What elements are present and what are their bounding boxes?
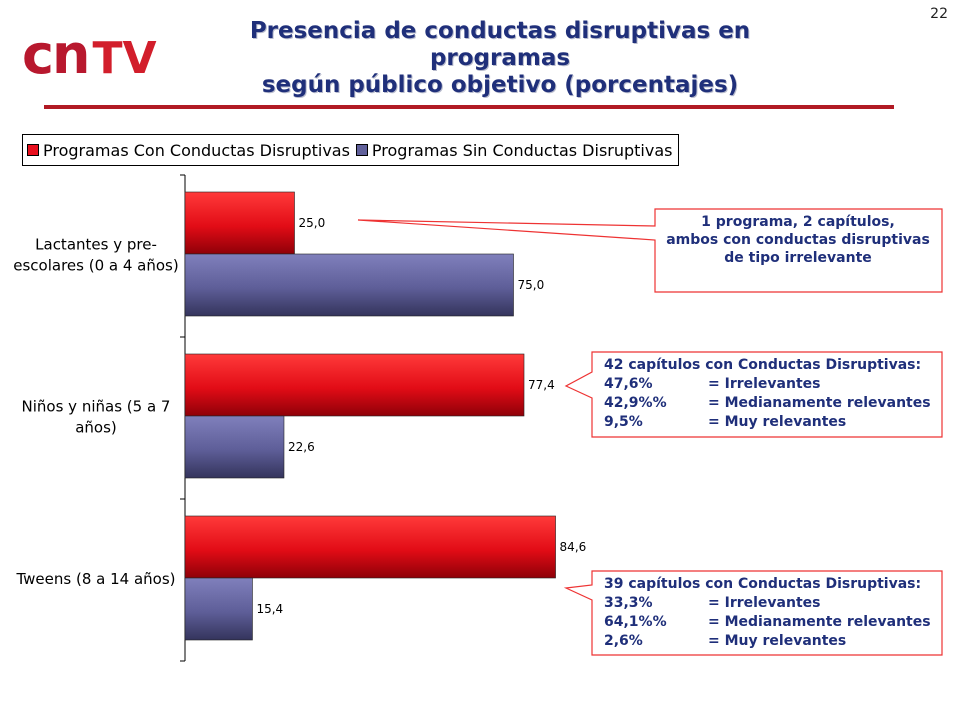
callout-2-pct: 47,6% bbox=[604, 376, 653, 392]
callout-2-heading: 42 capítulos con Conductas Disruptivas: bbox=[604, 357, 922, 373]
slide-number: 22 bbox=[930, 6, 948, 22]
callout-3-row: 64,1%% = Medianamente relevantes bbox=[604, 613, 942, 632]
callout-2-pct: 9,5% bbox=[604, 414, 643, 430]
legend-item-sin: Programas Sin Conductas Disruptivas bbox=[355, 140, 673, 160]
bar-sin bbox=[184, 253, 514, 317]
callout-1-line-1: 1 programa, 2 capítulos, bbox=[701, 214, 895, 230]
legend-item-con: Programas Con Conductas Disruptivas bbox=[27, 141, 350, 160]
bar-con bbox=[184, 353, 525, 417]
callout-2-row: 9,5% = Muy relevantes bbox=[604, 413, 942, 432]
callout-2-desc: = Muy relevantes bbox=[708, 414, 847, 430]
category-label: Lactantes y pre- bbox=[35, 236, 157, 254]
data-label-con: 84,6 bbox=[560, 540, 587, 554]
title-divider bbox=[44, 105, 894, 109]
legend-label-sin: Programas Sin Conductas Disruptivas bbox=[371, 140, 673, 160]
category-label: Niños y niñas (5 a 7 bbox=[22, 398, 171, 416]
bar-sin bbox=[184, 577, 253, 641]
category-label: años) bbox=[75, 419, 117, 437]
chart-legend: Programas Con Conductas Disruptivas Prog… bbox=[22, 134, 680, 166]
data-label-sin: 15,4 bbox=[256, 602, 283, 616]
logo-cn: cn bbox=[22, 23, 90, 86]
callout-3-row: 2,6% = Muy relevantes bbox=[604, 632, 942, 651]
chart-plot-area: 25,0 75,0 Lactantes y pre-escolares (0 a 4… bbox=[13, 174, 587, 662]
bar-con bbox=[184, 515, 556, 579]
callout-lactantes: 1 programa, 2 capítulos, ambos con condu… bbox=[655, 209, 941, 291]
callout-3-desc: = Muy relevantes bbox=[708, 633, 847, 649]
callout-tweens: 39 capítulos con Conductas Disruptivas: … bbox=[592, 571, 942, 651]
callout-2-row: 47,6% = Irrelevantes bbox=[604, 375, 942, 394]
data-label-sin: 75,0 bbox=[518, 278, 545, 292]
callout-3-desc: = Medianamente relevantes bbox=[708, 614, 931, 630]
category-label: Tweens (8 a 14 años) bbox=[15, 570, 175, 588]
slide-title-line-1: Presencia de conductas disruptivas en pr… bbox=[249, 18, 751, 71]
legend-swatch-sin bbox=[355, 144, 368, 156]
callout-2-desc: = Medianamente relevantes bbox=[708, 395, 931, 411]
callout-2-pct: 42,9%% bbox=[604, 395, 667, 411]
callout-3-pct: 33,3% bbox=[604, 595, 653, 611]
slide-title: Presencia de conductas disruptivas en pr… bbox=[200, 18, 800, 99]
callout-3-pct: 2,6% bbox=[604, 633, 643, 649]
callout-3-heading: 39 capítulos con Conductas Disruptivas: bbox=[604, 576, 922, 592]
slide-title-line-2: según público objetivo (porcentajes) bbox=[261, 72, 739, 98]
callout-3-row: 33,3% = Irrelevantes bbox=[604, 594, 942, 613]
callout-3-desc: = Irrelevantes bbox=[708, 595, 821, 611]
callout-2-desc: = Irrelevantes bbox=[708, 376, 821, 392]
data-label-sin: 22,6 bbox=[288, 440, 315, 454]
callout-3-pct: 64,1%% bbox=[604, 614, 667, 630]
callout-ninos: 42 capítulos con Conductas Disruptivas: … bbox=[592, 352, 942, 432]
data-label-con: 25,0 bbox=[299, 216, 326, 230]
logo-tv: TV bbox=[92, 33, 157, 84]
legend-label-con: Programas Con Conductas Disruptivas bbox=[43, 140, 350, 160]
legend-swatch-con bbox=[27, 144, 39, 156]
callout-1-line-2: ambos con conductas disruptivas bbox=[666, 232, 930, 248]
cntv-logo: cnTV bbox=[22, 28, 157, 82]
bar-con bbox=[184, 191, 295, 255]
category-label: escolares (0 a 4 años) bbox=[13, 257, 178, 275]
callout-2-row: 42,9%% = Medianamente relevantes bbox=[604, 394, 942, 413]
bar-sin bbox=[184, 415, 285, 479]
callout-1-line-3: de tipo irrelevante bbox=[724, 250, 872, 266]
data-label-con: 77,4 bbox=[528, 378, 555, 392]
